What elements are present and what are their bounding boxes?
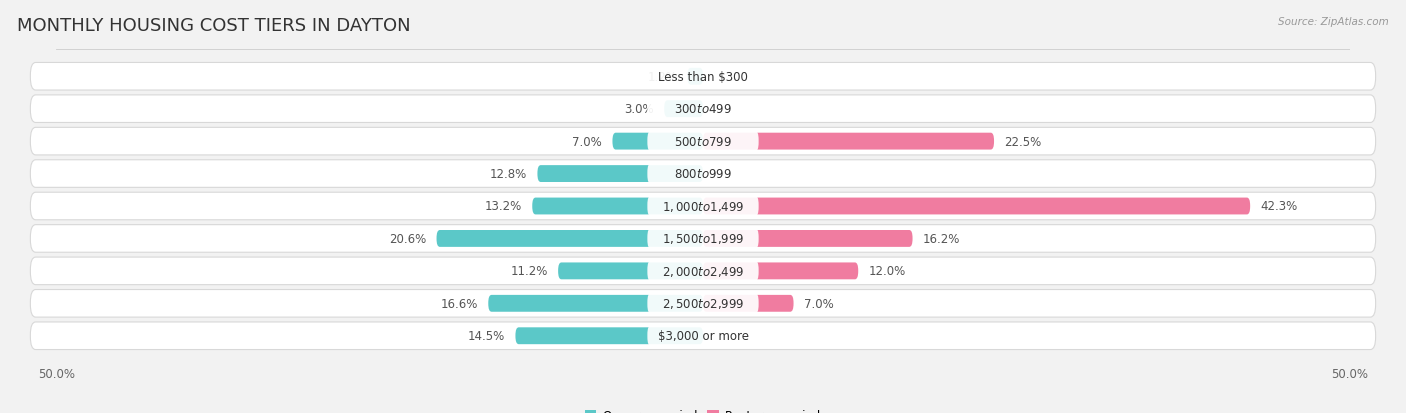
Text: MONTHLY HOUSING COST TIERS IN DAYTON: MONTHLY HOUSING COST TIERS IN DAYTON <box>17 17 411 34</box>
FancyBboxPatch shape <box>703 295 793 312</box>
Text: $1,500 to $1,999: $1,500 to $1,999 <box>662 232 744 246</box>
Text: 42.3%: 42.3% <box>1261 200 1298 213</box>
Text: 12.8%: 12.8% <box>489 168 527 180</box>
FancyBboxPatch shape <box>664 101 703 118</box>
FancyBboxPatch shape <box>516 328 703 344</box>
FancyBboxPatch shape <box>647 261 759 282</box>
Text: 20.6%: 20.6% <box>389 233 426 245</box>
FancyBboxPatch shape <box>488 295 703 312</box>
FancyBboxPatch shape <box>647 131 759 152</box>
Text: 13.2%: 13.2% <box>485 200 522 213</box>
FancyBboxPatch shape <box>537 166 703 183</box>
Text: 7.0%: 7.0% <box>804 297 834 310</box>
Text: $1,000 to $1,499: $1,000 to $1,499 <box>662 199 744 214</box>
FancyBboxPatch shape <box>647 293 759 314</box>
FancyBboxPatch shape <box>31 290 1375 317</box>
FancyBboxPatch shape <box>647 325 759 347</box>
FancyBboxPatch shape <box>647 66 759 88</box>
Text: Source: ZipAtlas.com: Source: ZipAtlas.com <box>1278 17 1389 26</box>
Text: 7.0%: 7.0% <box>572 135 602 148</box>
FancyBboxPatch shape <box>31 193 1375 220</box>
Text: 12.0%: 12.0% <box>869 265 905 278</box>
FancyBboxPatch shape <box>647 196 759 217</box>
Text: 16.2%: 16.2% <box>922 233 960 245</box>
FancyBboxPatch shape <box>31 322 1375 350</box>
Legend: Owner-occupied, Renter-occupied: Owner-occupied, Renter-occupied <box>579 404 827 413</box>
FancyBboxPatch shape <box>703 133 994 150</box>
FancyBboxPatch shape <box>31 160 1375 188</box>
Text: $2,000 to $2,499: $2,000 to $2,499 <box>662 264 744 278</box>
FancyBboxPatch shape <box>31 128 1375 156</box>
FancyBboxPatch shape <box>31 96 1375 123</box>
Text: 16.6%: 16.6% <box>440 297 478 310</box>
FancyBboxPatch shape <box>703 263 858 280</box>
FancyBboxPatch shape <box>31 225 1375 253</box>
FancyBboxPatch shape <box>688 69 703 85</box>
Text: 14.5%: 14.5% <box>468 330 505 342</box>
FancyBboxPatch shape <box>647 228 759 249</box>
FancyBboxPatch shape <box>436 230 703 247</box>
Text: $500 to $799: $500 to $799 <box>673 135 733 148</box>
Text: $2,500 to $2,999: $2,500 to $2,999 <box>662 297 744 311</box>
Text: 11.2%: 11.2% <box>510 265 548 278</box>
FancyBboxPatch shape <box>703 198 1250 215</box>
FancyBboxPatch shape <box>533 198 703 215</box>
FancyBboxPatch shape <box>558 263 703 280</box>
Text: $300 to $499: $300 to $499 <box>673 103 733 116</box>
Text: 1.2%: 1.2% <box>647 71 678 83</box>
FancyBboxPatch shape <box>613 133 703 150</box>
FancyBboxPatch shape <box>647 164 759 185</box>
Text: Less than $300: Less than $300 <box>658 71 748 83</box>
FancyBboxPatch shape <box>647 99 759 120</box>
Text: 3.0%: 3.0% <box>624 103 654 116</box>
FancyBboxPatch shape <box>31 257 1375 285</box>
FancyBboxPatch shape <box>31 63 1375 91</box>
FancyBboxPatch shape <box>703 230 912 247</box>
Text: $3,000 or more: $3,000 or more <box>658 330 748 342</box>
Text: $800 to $999: $800 to $999 <box>673 168 733 180</box>
Text: 22.5%: 22.5% <box>1004 135 1042 148</box>
